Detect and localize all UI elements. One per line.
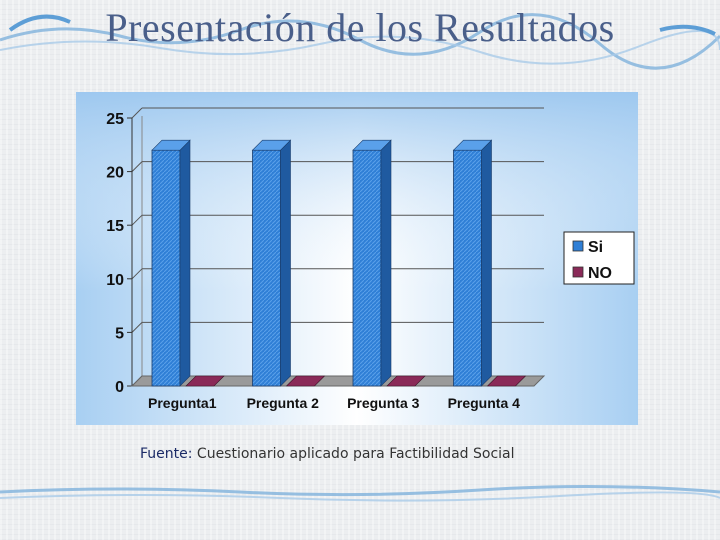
x-tick-label-1: Pregunta1 <box>148 395 217 411</box>
bar-si-4 <box>453 149 482 387</box>
y-tick-label-0: 0 <box>115 379 124 396</box>
bar-side-si-4 <box>481 139 492 387</box>
gridline-depth-5 <box>131 107 143 119</box>
y-tick-label-4: 20 <box>106 165 124 182</box>
bar-no-3 <box>386 375 426 387</box>
x-tick-label-4: Pregunta 4 <box>448 395 521 411</box>
slide-title: Presentación de los Resultados <box>105 5 615 50</box>
bar-side-si-3 <box>380 139 392 387</box>
bar-chart: 0 5 10 15 20 25 Pregunta1 Pregunta 2 Pregunta 3 P… <box>76 92 638 425</box>
bar-no-1 <box>185 375 225 387</box>
plot-area: 0 5 10 15 20 25 Pregunta1 Pregunta 2 Pregunta 3 P… <box>106 107 546 411</box>
bar-side-si-2 <box>280 139 291 387</box>
gridline-depth-1 <box>131 322 143 333</box>
bar-top-si-1 <box>151 139 191 151</box>
legend-label-no: NO <box>588 265 612 282</box>
chart-svg: 0 5 10 15 20 25 Pregunta1 Pregunta 2 Pregunta 3 P… <box>76 92 638 425</box>
gridline-depth-3 <box>131 214 143 226</box>
legend-swatch-no <box>572 266 584 278</box>
bar-no-2 <box>285 375 326 387</box>
bar-top-si-2 <box>251 139 292 151</box>
y-tick-label-2: 10 <box>106 272 124 289</box>
source-note: Fuente: Cuestionario aplicado para Facti… <box>140 446 515 462</box>
bar-si-2 <box>252 149 281 387</box>
bar-si-1 <box>151 149 181 387</box>
y-tick-label-3: 15 <box>106 218 124 235</box>
y-tick-label-5: 25 <box>106 111 124 128</box>
y-tick-label-1: 5 <box>115 325 124 342</box>
bar-top-si-4 <box>452 139 493 151</box>
x-tick-label-2: Pregunta 2 <box>247 395 320 411</box>
legend-label-si: Si <box>588 239 603 256</box>
source-text: Cuestionario aplicado para Factibilidad … <box>196 446 515 462</box>
gridline-depth-2 <box>131 268 143 280</box>
x-tick-label-3: Pregunta 3 <box>347 395 420 411</box>
bar-side-si-1 <box>179 139 191 387</box>
bar-si-3 <box>352 149 382 387</box>
gridline-depth-4 <box>131 161 143 172</box>
legend-swatch-si <box>572 240 584 252</box>
source-label: Fuente: <box>140 446 193 462</box>
chart-legend: Si NO <box>563 231 635 285</box>
bar-top-si-3 <box>352 139 392 151</box>
bar-no-4 <box>486 375 527 387</box>
